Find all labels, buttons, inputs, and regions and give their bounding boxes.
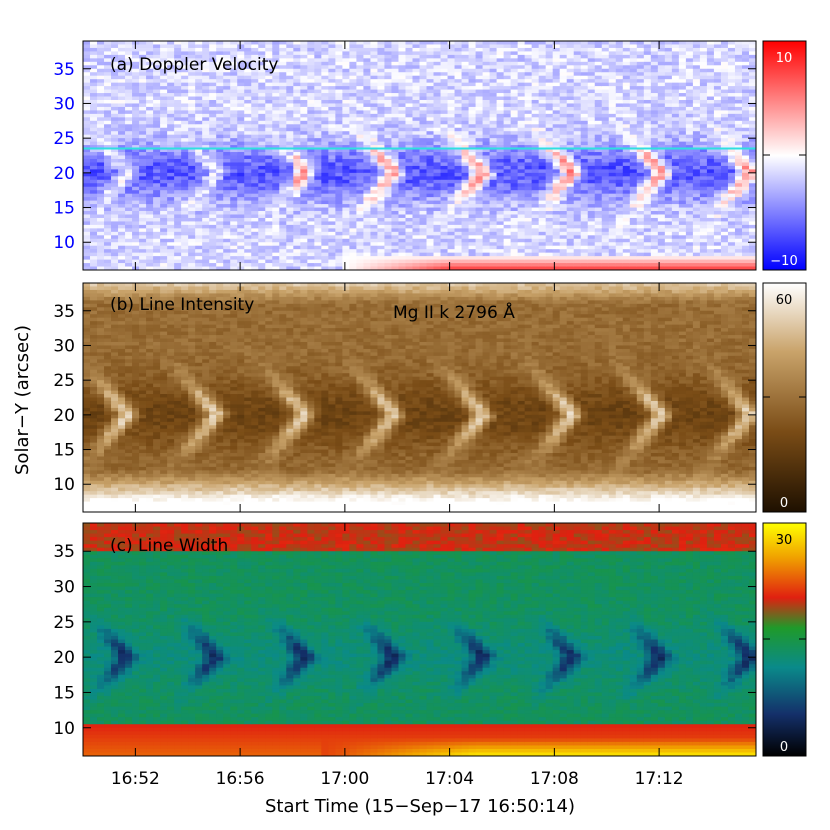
y-tick-label: 15 [53, 683, 75, 703]
colorbar-a-max: 10 [776, 51, 793, 66]
width-heatmap [83, 523, 756, 756]
colorbar-b-max: 60 [776, 293, 793, 308]
panel-b-x-ticks [134, 283, 660, 512]
panel-a-title: (a) Doppler Velocity [110, 55, 278, 75]
colorbar-a-min: −10 [770, 254, 797, 269]
colorbar-a [762, 40, 807, 271]
panel-c-frame [82, 522, 757, 757]
panel-b: 10 15 20 25 30 35 (b) Line Intensity Mg II k … [53, 282, 807, 513]
y-tick-label: 20 [53, 406, 75, 426]
x-tick-label: 16:52 [111, 769, 160, 789]
colorbar-c-max: 30 [776, 533, 793, 548]
panel-c: 10 15 20 25 30 35 (c) Line Width 30 0 [53, 522, 807, 757]
y-tick-label: 25 [53, 613, 75, 633]
y-tick-label: 15 [53, 199, 75, 219]
panel-b-annotation: Mg II k 2796 Å [393, 301, 515, 323]
panel-b-y-ticks: 10 15 20 25 30 35 [53, 302, 756, 495]
y-tick-label: 20 [53, 164, 75, 184]
x-tick-label: 17:04 [425, 769, 474, 789]
y-tick-label: 35 [53, 60, 75, 80]
y-axis-title: Solar−Y (arcsec) [12, 325, 33, 475]
x-tick-label: 17:08 [530, 769, 579, 789]
panel-a-y-ticks: 10 15 20 25 30 35 [53, 60, 756, 253]
y-tick-label: 10 [53, 233, 75, 253]
intensity-heatmap [83, 283, 756, 512]
panel-a: 10 15 20 25 30 35 (a) Doppler Velocity 10 −10 [53, 40, 807, 271]
colorbar-c [762, 522, 807, 757]
y-tick-label: 20 [53, 648, 75, 668]
x-tick-label: 17:00 [320, 769, 369, 789]
panel-b-title: (b) Line Intensity [110, 295, 254, 315]
colorbar-c-min: 0 [780, 740, 788, 755]
doppler-heatmap [83, 41, 756, 270]
x-tick-label: 16:56 [216, 769, 265, 789]
panel-a-frame [82, 40, 757, 271]
y-tick-label: 10 [53, 475, 75, 495]
panel-b-frame [82, 282, 757, 513]
x-tick-labels: 16:52 16:56 17:00 17:04 17:08 17:12 [111, 769, 684, 789]
colorbar-b-min: 0 [780, 496, 788, 511]
y-tick-label: 35 [53, 542, 75, 562]
panel-c-y-ticks: 10 15 20 25 30 35 [53, 542, 756, 739]
panel-c-title: (c) Line Width [110, 536, 228, 556]
y-tick-label: 25 [53, 371, 75, 391]
panel-a-x-ticks [134, 41, 660, 270]
y-tick-label: 30 [53, 94, 75, 114]
y-tick-label: 30 [53, 578, 75, 598]
y-tick-label: 35 [53, 302, 75, 322]
x-axis-title: Start Time (15−Sep−17 16:50:14) [265, 796, 575, 817]
x-tick-label: 17:12 [635, 769, 684, 789]
y-tick-label: 30 [53, 336, 75, 356]
y-tick-label: 10 [53, 719, 75, 739]
panel-c-x-ticks [134, 523, 660, 756]
y-tick-label: 15 [53, 441, 75, 461]
y-tick-label: 25 [53, 129, 75, 149]
